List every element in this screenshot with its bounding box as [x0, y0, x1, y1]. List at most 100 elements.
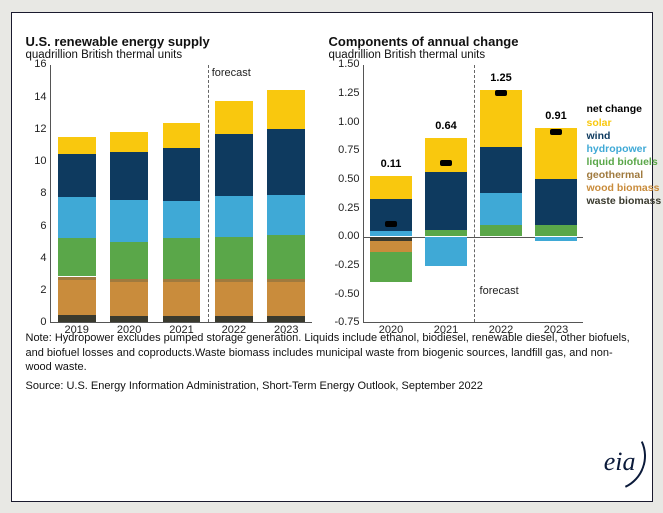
bar-segment-liquid_biofuels	[163, 238, 201, 278]
net-change-marker	[495, 90, 507, 96]
bar	[110, 65, 148, 322]
xtick-label: 2019	[64, 322, 88, 336]
bar-segment-geothermal	[215, 279, 253, 282]
ytick-label: 1.25	[338, 87, 363, 99]
bar-segment-hydropower	[163, 201, 201, 238]
charts-row: U.S. renewable energy supply quadrillion…	[26, 35, 638, 324]
bar	[535, 65, 578, 322]
bar-segment-solar	[110, 132, 148, 152]
bar-segment-wind	[163, 148, 201, 201]
bar-segment-hydropower	[267, 195, 305, 235]
bar-segment-wood_biomass	[110, 282, 148, 316]
bar	[215, 65, 253, 322]
net-change-label: 0.64	[435, 120, 456, 132]
legend-item: geothermal	[587, 169, 662, 182]
ytick-label: 6	[40, 220, 50, 232]
ytick-label: 14	[34, 91, 50, 103]
eia-logo-arc	[566, 411, 656, 501]
bar-segment-liquid_biofuels	[425, 230, 468, 237]
xtick-label: 2023	[274, 322, 298, 336]
ytick-label: 0.50	[338, 173, 363, 185]
legend-item: solar	[587, 117, 662, 130]
ytick-label: -0.50	[334, 288, 363, 300]
bar-segment-hydropower	[110, 200, 148, 241]
bar-segment-liquid_biofuels	[535, 225, 578, 236]
bar-segment-wind	[58, 154, 96, 198]
bar-segment-liquid_biofuels	[110, 242, 148, 279]
bar-segment-solar	[425, 138, 468, 172]
bar-segment-geothermal	[163, 279, 201, 282]
forecast-divider	[208, 65, 209, 322]
bar-segment-wind	[535, 179, 578, 225]
ytick-label: -0.25	[334, 259, 363, 271]
net-change-marker	[440, 160, 452, 166]
bar-segment-waste_biomass	[110, 316, 148, 323]
xtick-label: 2020	[117, 322, 141, 336]
legend-item: wood biomass	[587, 182, 662, 195]
legend-item: liquid biofuels	[587, 156, 662, 169]
bar	[163, 65, 201, 322]
net-change-label: 0.91	[545, 110, 566, 122]
net-change-marker	[550, 129, 562, 135]
net-change-label: 0.11	[381, 158, 402, 170]
legend-item: wind	[587, 130, 662, 143]
bar-segment-liquid_biofuels	[267, 235, 305, 279]
bar-segment-wind	[215, 134, 253, 195]
net-change-label: 1.25	[490, 72, 511, 84]
bar-segment-liquid_biofuels	[480, 225, 523, 236]
bar	[480, 65, 523, 322]
bar-segment-liquid_biofuels	[370, 252, 413, 282]
legend-item: net change	[587, 103, 662, 116]
bar-segment-wood_biomass	[267, 282, 305, 316]
bar-segment-wind	[480, 147, 523, 193]
bar-segment-waste_biomass	[215, 316, 253, 323]
ytick-label: 0.75	[338, 144, 363, 156]
bar-segment-waste_biomass	[58, 315, 96, 322]
xtick-label: 2021	[169, 322, 193, 336]
bar-segment-wood_biomass	[163, 282, 201, 316]
xtick-label: 2023	[544, 322, 568, 336]
bar-segment-wood_biomass	[370, 241, 413, 252]
bar-segment-liquid_biofuels	[58, 238, 96, 277]
bar-segment-solar	[480, 90, 523, 147]
bar-segment-liquid_biofuels	[215, 237, 253, 279]
bar	[370, 65, 413, 322]
ytick-label: 16	[34, 58, 50, 70]
bar-segment-solar	[58, 137, 96, 154]
bar-segment-waste_biomass	[267, 316, 305, 323]
left-title: U.S. renewable energy supply	[26, 35, 325, 50]
net-change-marker	[385, 221, 397, 227]
bar-segment-solar	[535, 128, 578, 180]
ytick-label: 2	[40, 284, 50, 296]
bar-segment-solar	[370, 176, 413, 199]
bar-segment-hydropower	[215, 196, 253, 237]
bar-segment-wood_biomass	[58, 280, 96, 315]
left-plot: 0246810121416forecast2019202020212022202…	[50, 65, 312, 323]
ytick-label: 10	[34, 155, 50, 167]
bar-segment-hydropower	[58, 197, 96, 237]
left-subtitle: quadrillion British thermal units	[26, 49, 325, 61]
ytick-label: 1.00	[338, 116, 363, 128]
bar-segment-geothermal	[110, 279, 148, 282]
bar-segment-hydropower	[535, 237, 578, 240]
bar-segment-wood_biomass	[215, 282, 253, 316]
bar-segment-hydropower	[480, 193, 523, 225]
right-panel: Components of annual change quadrillion …	[329, 35, 638, 324]
bar-segment-waste_biomass	[163, 316, 201, 323]
ytick-label: 0.00	[338, 230, 363, 242]
bar-segment-solar	[267, 90, 305, 130]
bar-segment-wind	[267, 129, 305, 194]
footnote: Note: Hydropower excludes pumped storage…	[26, 331, 638, 373]
ytick-label: 8	[40, 187, 50, 199]
legend-item: hydropower	[587, 143, 662, 156]
xtick-label: 2022	[489, 322, 513, 336]
source-line: Source: U.S. Energy Information Administ…	[26, 380, 638, 392]
ytick-label: 4	[40, 252, 50, 264]
bar-segment-hydropower	[425, 237, 468, 266]
bar-segment-wind	[110, 152, 148, 200]
legend-item: waste biomass	[587, 195, 662, 208]
right-subtitle: quadrillion British thermal units	[329, 49, 638, 61]
bar-segment-geothermal	[58, 277, 96, 280]
ytick-label: 0	[40, 316, 50, 328]
bar	[267, 65, 305, 322]
